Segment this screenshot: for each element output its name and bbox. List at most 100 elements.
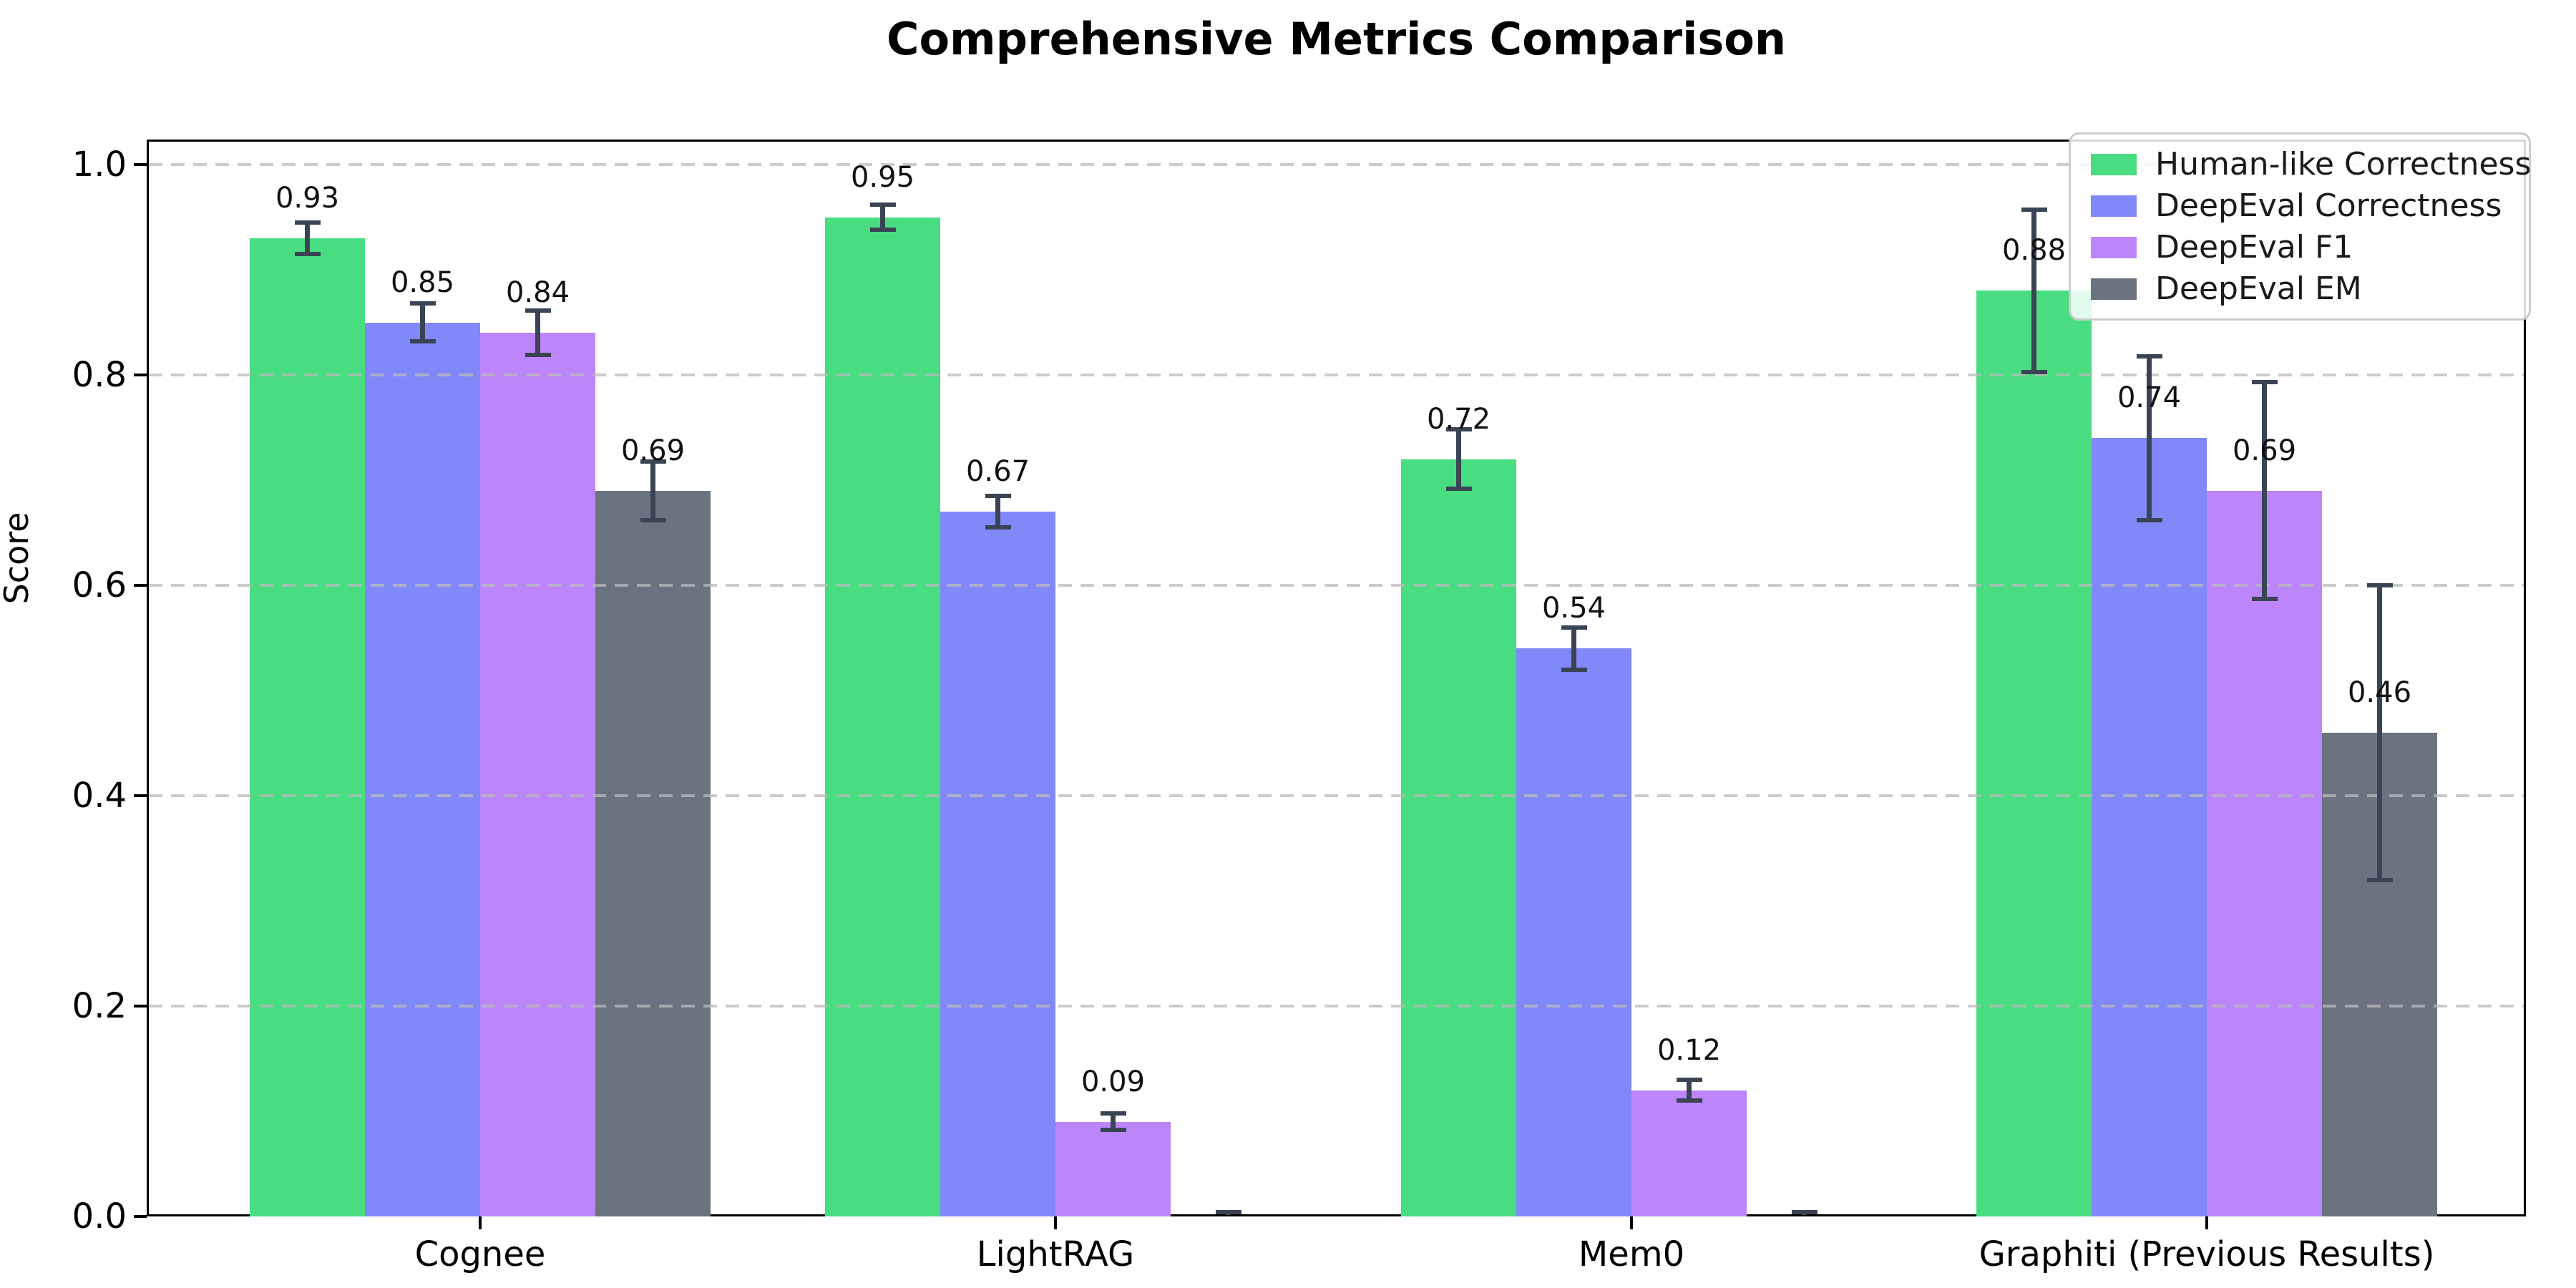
- error-bar-cap: [2366, 583, 2393, 587]
- x-tick-label: Graphiti (Previous Results): [1979, 1234, 2435, 1274]
- error-bar-cap: [294, 251, 321, 256]
- y-tick-label: 0.8: [72, 355, 127, 395]
- legend-label: Human-like Correctness: [2155, 146, 2532, 182]
- bar: [595, 490, 711, 1216]
- error-bar-cap: [294, 220, 321, 225]
- bar: [365, 322, 480, 1216]
- gridline: [149, 374, 2524, 376]
- x-tick: [479, 1216, 482, 1229]
- y-axis-label: Score: [0, 512, 36, 605]
- x-tick-label: Mem0: [1578, 1234, 1685, 1274]
- bar-value-label: 0.74: [2117, 381, 2182, 415]
- x-tick: [2205, 1216, 2208, 1229]
- error-bar-cap: [409, 301, 436, 306]
- error-bar-cap: [2136, 353, 2162, 358]
- error-bar: [2262, 382, 2267, 600]
- legend-item: Human-like Correctness: [2091, 144, 2531, 185]
- bar: [250, 238, 365, 1216]
- y-tick: [134, 1005, 147, 1008]
- y-tick-label: 0.0: [72, 1196, 127, 1236]
- bar: [2207, 490, 2322, 1216]
- y-tick: [134, 584, 147, 587]
- error-bar: [2147, 356, 2152, 520]
- error-bar-cap: [1676, 1098, 1702, 1103]
- bar: [1516, 648, 1631, 1216]
- legend-item: DeepEval Correctness: [2091, 185, 2509, 227]
- bar-value-label: 0.85: [390, 265, 455, 299]
- bar-value-label: 0.84: [505, 276, 570, 310]
- error-bar-cap: [985, 525, 1011, 530]
- error-bar-cap: [1561, 625, 1587, 630]
- legend-swatch: [2091, 278, 2137, 300]
- bar: [1631, 1090, 1747, 1216]
- x-tick-label: LightRAG: [976, 1234, 1135, 1274]
- bar-value-label: 0.88: [2001, 234, 2067, 268]
- error-bar-cap: [2366, 877, 2393, 882]
- bar: [1055, 1121, 1171, 1216]
- legend: Human-like Correctness DeepEval Correctne…: [2069, 132, 2531, 321]
- chart-title: Comprehensive Metrics Comparison: [886, 13, 1787, 65]
- x-tick-label: Cognee: [414, 1234, 546, 1274]
- y-tick: [134, 794, 147, 797]
- y-tick-label: 1.0: [72, 145, 127, 185]
- error-bar-cap: [1445, 486, 1472, 491]
- bar: [2092, 438, 2207, 1216]
- error-bar-cap: [1561, 667, 1587, 672]
- error-bar: [2377, 585, 2382, 880]
- x-tick: [1054, 1216, 1057, 1229]
- error-bar-cap: [2136, 517, 2162, 522]
- bar: [1401, 459, 1516, 1216]
- error-bar: [535, 311, 540, 356]
- bar-value-label: 0.93: [275, 181, 340, 215]
- bar: [940, 512, 1055, 1216]
- bar-value-label: 0.69: [620, 434, 686, 467]
- error-bar-cap: [2021, 208, 2047, 213]
- legend-swatch: [2091, 153, 2137, 175]
- error-bar: [420, 303, 425, 341]
- plot-area: [147, 140, 2526, 1216]
- gridline: [149, 1005, 2524, 1008]
- bar: [825, 217, 940, 1216]
- x-tick: [1630, 1216, 1633, 1229]
- error-bar: [1456, 429, 1461, 489]
- error-bar: [880, 204, 885, 230]
- bar-value-label: 0.67: [965, 455, 1030, 489]
- legend-swatch: [2091, 236, 2137, 258]
- bar-value-label: 0.12: [1657, 1033, 1722, 1067]
- error-bar-cap: [2251, 597, 2278, 602]
- gridline: [149, 584, 2524, 587]
- y-tick-label: 0.6: [72, 565, 127, 605]
- error-bar-cap: [525, 353, 551, 358]
- bar-value-label: 0.95: [850, 160, 915, 194]
- error-bar-cap: [1791, 1210, 1818, 1215]
- error-bar-cap: [1100, 1128, 1126, 1133]
- error-bar-cap: [1215, 1210, 1241, 1215]
- error-bar-cap: [869, 202, 896, 207]
- error-bar-cap: [409, 338, 436, 343]
- legend-item: DeepEval F1: [2091, 227, 2509, 268]
- error-bar-cap: [640, 459, 666, 464]
- legend-swatch: [2091, 195, 2137, 217]
- legend-label: DeepEval EM: [2155, 270, 2362, 307]
- error-bar-cap: [2251, 380, 2278, 385]
- error-bar: [2031, 210, 2036, 372]
- legend-item: DeepEval EM: [2091, 268, 2509, 310]
- y-tick: [134, 374, 147, 376]
- y-tick-label: 0.4: [72, 776, 127, 816]
- error-bar: [995, 496, 1000, 528]
- error-bar: [650, 461, 655, 520]
- error-bar-cap: [525, 308, 551, 313]
- error-bar: [1687, 1079, 1692, 1101]
- error-bar-cap: [640, 517, 666, 522]
- bar-value-label: 0.46: [2347, 675, 2412, 709]
- error-bar-cap: [985, 494, 1011, 499]
- y-tick-label: 0.2: [72, 986, 127, 1026]
- gridline: [149, 163, 2524, 166]
- legend-label: DeepEval F1: [2155, 229, 2353, 265]
- bar-value-label: 0.69: [2232, 434, 2297, 467]
- y-tick: [134, 1215, 147, 1218]
- error-bar: [1111, 1113, 1116, 1131]
- bar: [1976, 291, 2092, 1216]
- gridline: [149, 794, 2524, 797]
- bar-value-label: 0.54: [1541, 592, 1606, 625]
